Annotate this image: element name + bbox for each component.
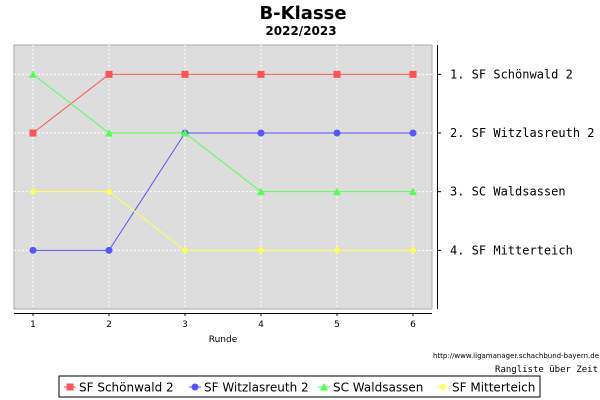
data-point [29, 129, 37, 137]
data-point [409, 187, 417, 196]
series-line-1 [32, 73, 413, 134]
legend-marker [439, 383, 447, 391]
series-line-2 [33, 132, 413, 251]
data-point [333, 187, 341, 196]
legend-marker [66, 383, 74, 391]
data-point [333, 129, 341, 137]
data-point [29, 187, 37, 196]
legend-items: SF Schönwald 2 SF Witzlasreuth 2 SC Waldsa… [64, 381, 535, 395]
data-point [257, 70, 265, 78]
legend-label: SF Mitterteich [452, 381, 535, 395]
series-layer [29, 70, 417, 255]
data-point [29, 246, 37, 254]
legend-label: SF Witzlasreuth 2 [204, 381, 309, 395]
right-axis: 1. SF Schönwald 2 2. SF Witzlasreuth 2 3. … [437, 67, 595, 257]
x-tick-label: 1 [30, 320, 36, 330]
data-point [105, 70, 113, 78]
data-point [105, 187, 113, 196]
data-point [409, 129, 417, 137]
x-axis: 1 2 3 4 5 6 [30, 313, 416, 330]
data-point [257, 187, 265, 196]
x-tick-label: 6 [410, 320, 416, 330]
x-tick-label: 5 [334, 320, 340, 330]
data-point [181, 246, 189, 255]
x-axis-label: Runde [209, 335, 238, 345]
footer-caption: Rangliste über Zeit [495, 365, 598, 375]
data-point [257, 246, 265, 255]
plot-area [13, 44, 433, 310]
data-point [333, 70, 341, 78]
right-axis-label: 2. SF Witzlasreuth 2 [450, 126, 595, 140]
legend-label: SF Schönwald 2 [79, 381, 174, 395]
footer-url: http://www.ligamanager.schachbund-bayern… [433, 352, 599, 360]
series-line-4 [33, 191, 413, 251]
x-tick-label: 3 [182, 320, 188, 330]
series-line-3 [32, 73, 413, 193]
right-axis-label: 3. SC Waldsassen [450, 185, 566, 199]
data-point [409, 246, 417, 255]
right-axis-label: 4. SF Mitterteich [450, 243, 573, 257]
x-tick-label: 4 [258, 320, 264, 330]
data-point [181, 70, 189, 78]
chart-subtitle: 2022/2023 [265, 24, 336, 38]
data-point [105, 246, 113, 254]
data-point [105, 129, 113, 137]
legend-label: SC Waldsassen [333, 381, 423, 395]
data-point [409, 70, 417, 78]
data-point [333, 246, 341, 255]
x-tick-label: 2 [106, 320, 112, 330]
chart-title: B-Klasse [259, 3, 346, 24]
data-point [29, 70, 37, 78]
data-point [257, 129, 265, 137]
legend [58, 375, 541, 398]
legend-marker [191, 383, 199, 391]
data-point [181, 129, 189, 137]
legend-marker [320, 383, 328, 391]
right-axis-label: 1. SF Schönwald 2 [450, 67, 573, 81]
